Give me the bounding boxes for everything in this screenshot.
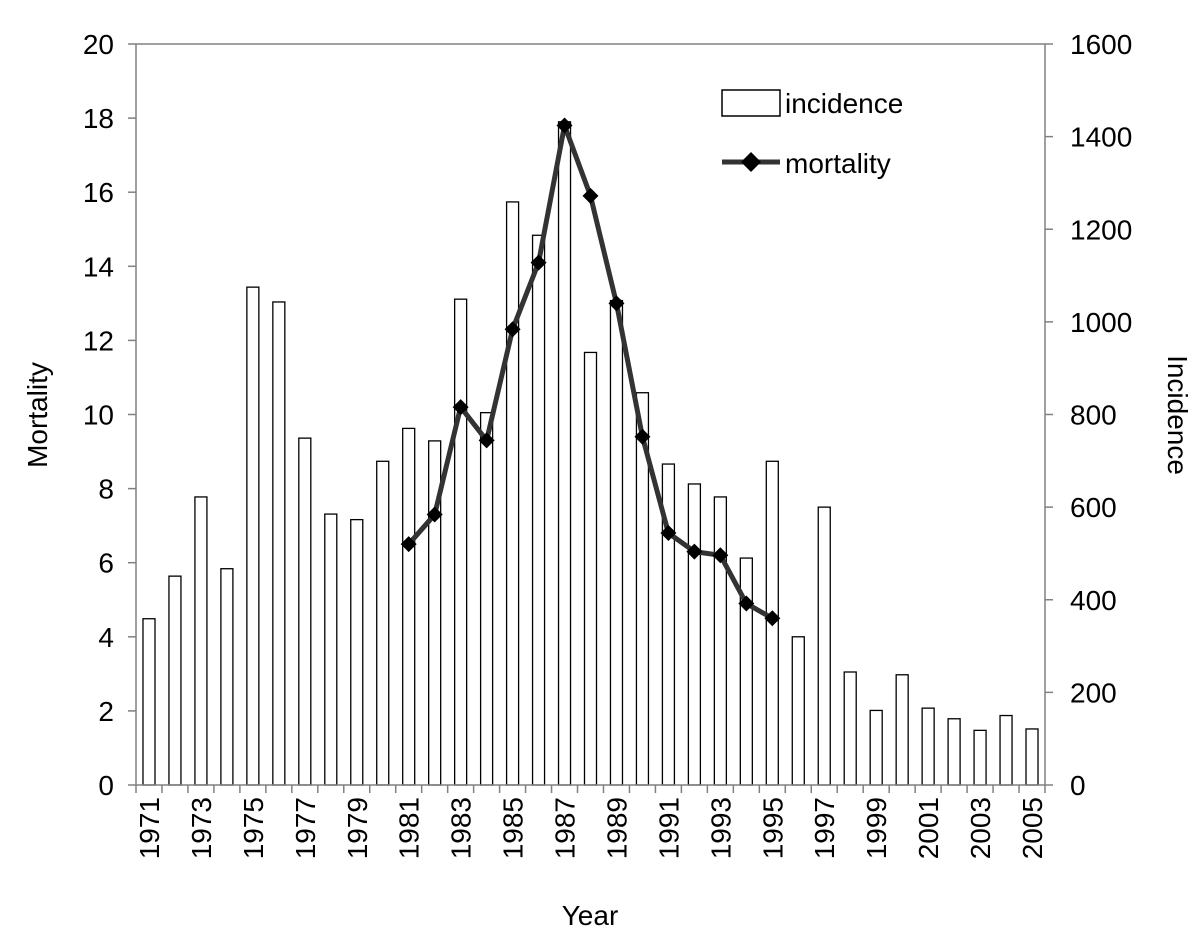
incidence-bar-1987 xyxy=(557,121,572,786)
incidence-bar-1978 xyxy=(324,513,338,786)
y-left-tick-label: 12 xyxy=(83,325,114,356)
incidence-bar-1989 xyxy=(609,299,624,786)
legend-incidence-swatch xyxy=(721,89,781,117)
incidence-bar-1976 xyxy=(272,301,286,786)
incidence-bar-1998 xyxy=(843,671,857,786)
incidence-bars xyxy=(142,121,1039,786)
y-left-tick-label: 4 xyxy=(98,622,114,653)
incidence-bar-1999 xyxy=(869,709,883,786)
legend: incidence mortality xyxy=(721,88,903,179)
legend-mortality-label: mortality xyxy=(785,148,891,179)
axes xyxy=(128,43,1053,793)
incidence-bar-1984 xyxy=(479,411,494,786)
mortality-point-1995 xyxy=(764,610,781,627)
incidence-bar-2003 xyxy=(973,729,987,786)
incidence-bar-1975 xyxy=(246,286,260,786)
mortality-point-1994 xyxy=(738,595,755,612)
y-right-tick-label: 1000 xyxy=(1070,307,1132,338)
incidence-bar-2004 xyxy=(999,714,1013,786)
x-tick-label: 1997 xyxy=(809,797,840,859)
mortality-point-1986 xyxy=(530,254,547,271)
x-tick-label: 1989 xyxy=(601,797,632,859)
incidence-bar-1988 xyxy=(583,351,598,786)
incidence-bar-1971 xyxy=(142,618,156,786)
legend-mortality-marker xyxy=(741,152,761,172)
x-axis-title: Year xyxy=(562,900,619,931)
mortality-point-1987 xyxy=(556,117,573,134)
mortality-line-group xyxy=(400,117,781,627)
incidence-bar-2005 xyxy=(1025,728,1039,786)
x-tick-label: 1981 xyxy=(394,797,425,859)
y-left-tick-label: 6 xyxy=(98,548,114,579)
x-tick-label: 1993 xyxy=(705,797,736,859)
y-left-tick-label: 0 xyxy=(98,770,114,801)
x-tick-label: 1991 xyxy=(653,797,684,859)
mortality-point-1982 xyxy=(426,506,443,523)
tick-labels: 0246810121416182002004006008001000120014… xyxy=(83,29,1132,859)
mortality-point-1988 xyxy=(582,187,599,204)
y-right-tick-label: 1600 xyxy=(1070,29,1132,60)
x-tick-label: 1987 xyxy=(550,797,581,859)
x-tick-label: 1999 xyxy=(861,797,892,859)
y-left-tick-label: 14 xyxy=(83,251,114,282)
x-tick-label: 1995 xyxy=(757,797,788,859)
x-tick-label: 1971 xyxy=(134,797,165,859)
incidence-bar-1992 xyxy=(687,483,702,786)
y-right-tick-label: 600 xyxy=(1070,492,1117,523)
y-right-tick-label: 1400 xyxy=(1070,122,1132,153)
incidence-bar-1983 xyxy=(453,298,468,786)
x-tick-label: 1979 xyxy=(342,797,373,859)
x-tick-label: 2001 xyxy=(913,797,944,859)
incidence-bar-2001 xyxy=(921,707,935,786)
y-right-tick-label: 800 xyxy=(1070,400,1117,431)
y-right-tick-label: 200 xyxy=(1070,677,1117,708)
incidence-bar-1972 xyxy=(168,575,182,786)
x-tick-label: 1985 xyxy=(498,797,529,859)
incidence-bar-2000 xyxy=(895,674,909,786)
y-left-tick-label: 16 xyxy=(83,177,114,208)
mortality-point-1989 xyxy=(608,295,625,312)
x-tick-label: 1977 xyxy=(290,797,321,859)
incidence-bar-1977 xyxy=(298,437,312,786)
incidence-bar-1980 xyxy=(376,460,390,786)
incidence-bar-2002 xyxy=(947,718,961,786)
mortality-point-1984 xyxy=(478,432,495,449)
incidence-bar-1996 xyxy=(791,636,805,786)
mortality-point-1991 xyxy=(660,525,677,542)
y-axis-left-title: Mortality xyxy=(22,362,53,468)
incidence-bar-1985 xyxy=(505,201,520,786)
mortality-point-1981 xyxy=(400,536,417,553)
x-tick-label: 1973 xyxy=(186,797,217,859)
y-left-tick-label: 10 xyxy=(83,400,114,431)
x-tick-label: 2003 xyxy=(965,797,996,859)
mortality-point-1985 xyxy=(504,321,521,338)
x-tick-label: 1975 xyxy=(238,797,269,859)
incidence-bar-1997 xyxy=(817,506,831,786)
x-tick-label: 2005 xyxy=(1017,797,1048,859)
incidence-bar-1979 xyxy=(350,518,364,786)
y-right-tick-label: 0 xyxy=(1070,770,1086,801)
mortality-point-1992 xyxy=(686,543,703,560)
x-tick-label: 1983 xyxy=(446,797,477,859)
legend-incidence-label: incidence xyxy=(785,88,903,119)
y-left-tick-label: 20 xyxy=(83,29,114,60)
incidence-bar-1974 xyxy=(220,568,234,786)
y-right-tick-label: 400 xyxy=(1070,585,1117,616)
y-left-tick-label: 8 xyxy=(98,474,114,505)
incidence-bar-1981 xyxy=(402,427,416,786)
mortality-point-1993 xyxy=(712,547,729,564)
mortality-point-1990 xyxy=(634,428,651,445)
y-left-tick-label: 2 xyxy=(98,696,114,727)
mortality-point-1983 xyxy=(452,399,469,416)
y-right-tick-label: 1200 xyxy=(1070,214,1132,245)
y-left-tick-label: 18 xyxy=(83,103,114,134)
incidence-bar-1973 xyxy=(194,496,208,786)
incidence-bar-1986 xyxy=(531,234,546,786)
y-axis-right-title: Incidence xyxy=(1162,355,1193,475)
incidence-bar-1993 xyxy=(713,496,728,786)
